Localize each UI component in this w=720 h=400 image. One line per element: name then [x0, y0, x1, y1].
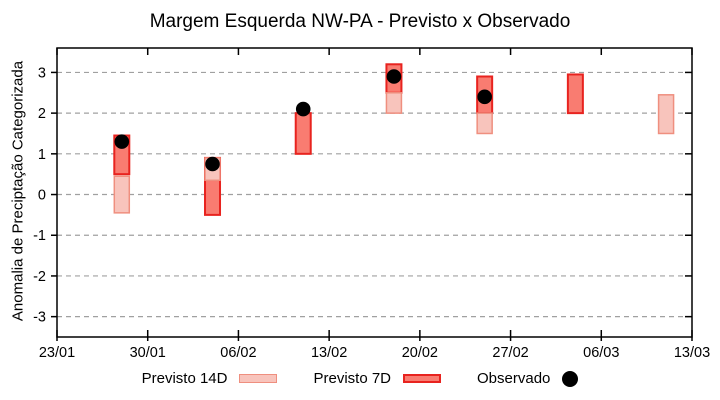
observado-dot — [114, 134, 130, 149]
legend-item-previsto-7d: Previsto 7D — [313, 370, 442, 387]
x-tick-label: 06/03 — [583, 345, 619, 361]
x-tick-label: 30/01 — [130, 345, 166, 361]
y-tick-label: -3 — [33, 310, 46, 326]
y-axis-label: Anomalia de Preciptação Categorizada — [9, 60, 27, 322]
observado-dot — [386, 69, 402, 84]
plot-frame — [56, 47, 693, 338]
x-tick-label: 13/03 — [674, 345, 710, 361]
bar-previsto-7d — [566, 73, 584, 115]
chart-title: Margem Esquerda NW-PA - Previsto x Obser… — [149, 11, 571, 32]
legend-observado-dot-icon — [562, 370, 579, 387]
y-tick-label: 1 — [38, 147, 46, 163]
observado-dot — [477, 89, 492, 105]
y-tick-label: 0 — [38, 188, 46, 204]
y-tick-label: 2 — [38, 106, 46, 122]
x-tick-label: 13/02 — [311, 345, 347, 361]
legend-swatch-previsto-14d-icon — [239, 374, 278, 383]
x-tick-label: 06/02 — [220, 345, 256, 361]
bar-previsto-14d — [476, 112, 493, 135]
legend-label-observado: Observado — [477, 370, 551, 387]
x-tick-label: 27/02 — [492, 345, 528, 361]
x-tick-label: 23/01 — [39, 345, 75, 361]
legend-swatch-previsto-7d-icon — [403, 374, 442, 383]
legend-label-previsto-7d: Previsto 7D — [313, 370, 392, 387]
y-tick-label: 3 — [38, 65, 46, 81]
bar-previsto-14d — [113, 175, 131, 214]
legend-item-observado: Observado — [477, 370, 579, 387]
bar-previsto-14d — [385, 92, 403, 114]
observado-dot — [295, 101, 311, 117]
legend: Previsto 14D Previsto 7D Observado — [0, 370, 720, 387]
bar-previsto-7d — [294, 112, 312, 155]
legend-item-previsto-14d: Previsto 14D — [142, 370, 278, 387]
legend-label-previsto-14d: Previsto 14D — [141, 370, 228, 387]
y-tick-label: -2 — [33, 269, 46, 285]
y-tick-label: -1 — [33, 228, 46, 244]
observado-dot — [205, 156, 220, 172]
x-tick-label: 20/02 — [402, 345, 438, 361]
bar-previsto-14d — [657, 94, 675, 135]
